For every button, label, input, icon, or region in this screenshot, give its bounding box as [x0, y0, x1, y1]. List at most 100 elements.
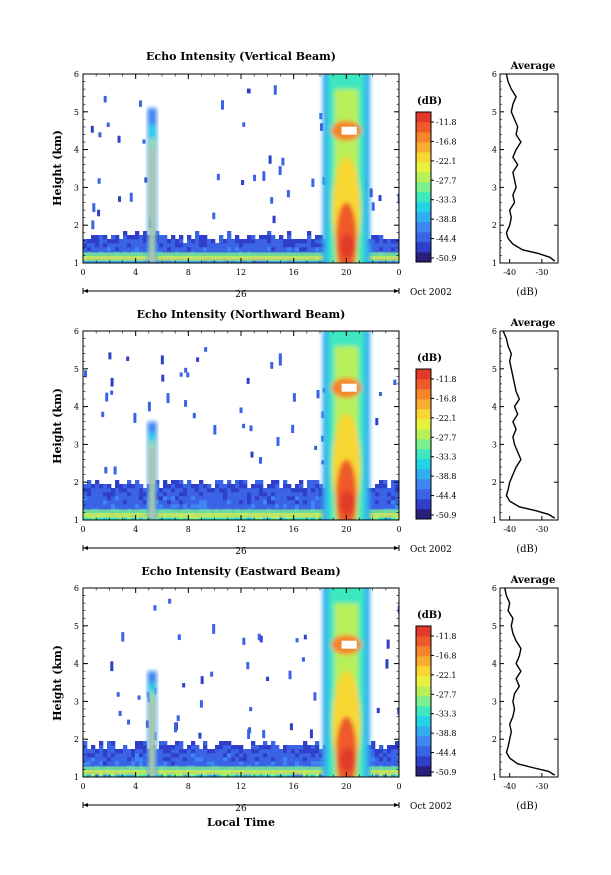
noise-speckle	[268, 155, 272, 164]
heatmap-cell	[195, 243, 200, 248]
heatmap-cell	[131, 496, 136, 501]
heatmap-cell	[259, 504, 264, 509]
heatmap-cell	[99, 500, 104, 505]
heatmap-cell	[87, 243, 92, 248]
heatmap-cell	[239, 757, 244, 762]
heatmap-cell	[303, 492, 308, 497]
heatmap-cell	[307, 243, 312, 248]
heatmap-cell	[91, 235, 96, 240]
heatmap-cell	[267, 773, 272, 777]
heatmap-cell	[235, 761, 240, 766]
heatmap-cell	[295, 749, 300, 754]
heatmap-cell	[235, 757, 240, 762]
heatmap-cell	[263, 745, 268, 750]
heatmap-cell	[179, 243, 184, 248]
heatmap-cell	[167, 749, 172, 754]
heatmap-cell	[119, 488, 124, 493]
profile-plot: Average (dB) 1 2 3 4 5 6 -40 -30	[492, 61, 559, 298]
heatmap-cell	[375, 516, 380, 520]
colorbar-unit-label: (dB)	[417, 353, 442, 364]
heatmap-cell	[183, 492, 188, 497]
heatmap-cell	[267, 247, 272, 252]
heatmap-cell	[187, 753, 192, 758]
x-tick-label: 12	[236, 268, 246, 277]
heatmap-cell	[139, 761, 144, 766]
heatmap-cell	[255, 488, 260, 493]
noise-speckle	[393, 379, 397, 386]
heatmap-cell	[83, 496, 88, 501]
heatmap-cell	[167, 773, 172, 777]
heatmap-cell	[191, 745, 196, 750]
heatmap-cell	[319, 500, 324, 505]
heatmap-cell	[251, 749, 256, 754]
heatmap-cell	[275, 480, 280, 485]
heatmap-cell	[247, 492, 252, 497]
profile-y-tick-label: 3	[492, 440, 497, 449]
heatmap-cell	[243, 492, 248, 497]
heatmap-cell	[251, 504, 256, 509]
heatmap-cell	[255, 753, 260, 758]
heatmap-cell	[183, 247, 188, 252]
heatmap-cell	[155, 761, 160, 766]
profile-x-tick-label: -30	[535, 525, 548, 534]
heatmap-cell	[251, 239, 256, 244]
heatmap-cell	[187, 516, 192, 520]
y-tick-label: 2	[74, 221, 79, 230]
heatmap-cell	[283, 243, 288, 248]
heatmap-cell	[291, 247, 296, 252]
heatmap-cell	[295, 500, 300, 505]
heatmap-cell	[107, 484, 112, 489]
heatmap-cell	[235, 488, 240, 493]
heatmap-cell	[271, 235, 276, 240]
colorbar-tick-label: -50.9	[436, 254, 457, 263]
heatmap-cell	[195, 500, 200, 505]
heatmap-cell	[83, 500, 88, 505]
heatmap-cell	[307, 773, 312, 777]
heatmap-cell	[395, 761, 399, 766]
heatmap-cell	[379, 516, 384, 520]
heatmap-cell	[191, 247, 196, 252]
heatmap-cell	[371, 761, 376, 766]
heatmap-cell	[183, 773, 188, 777]
heatmap-cell	[91, 259, 96, 263]
y-tick-label: 2	[74, 478, 79, 487]
heatmap-cell	[99, 516, 104, 520]
heatmap-cell	[119, 484, 124, 489]
heatmap-cell	[203, 243, 208, 248]
heatmap-cell	[195, 259, 200, 263]
heatmap-cell	[311, 484, 316, 489]
heatmap-cell	[175, 496, 180, 501]
heatmap-cell	[139, 235, 144, 240]
heatmap-cell	[299, 247, 304, 252]
panel-title: Echo Intensity (Northward Beam)	[137, 308, 346, 321]
heatmap-cell	[219, 480, 224, 485]
heatmap-cell	[123, 773, 128, 777]
heatmap-cell	[319, 247, 324, 252]
heatmap-cell	[251, 488, 256, 493]
noise-speckle	[309, 729, 313, 739]
heatmap-cell	[99, 259, 104, 263]
y-axis-label: Height (km)	[51, 388, 64, 464]
heatmap-cell	[235, 492, 240, 497]
x-axis-label: Local Time	[207, 816, 275, 829]
heatmap-cell	[247, 259, 252, 263]
colorbar-swatch	[416, 192, 431, 203]
heatmap-cell	[379, 745, 384, 750]
heatmap-cell	[83, 516, 88, 520]
colorbar-swatch	[416, 626, 431, 637]
noise-speckle	[97, 209, 101, 217]
heatmap-cell	[135, 773, 140, 777]
noise-speckle	[313, 692, 317, 701]
heatmap-cell	[131, 773, 136, 777]
heatmap-cell	[239, 492, 244, 497]
heatmap-cell	[235, 516, 240, 520]
heatmap-cell	[299, 504, 304, 509]
heatmap-cell	[255, 484, 260, 489]
heatmap-cell	[315, 235, 320, 240]
heatmap-cell	[91, 504, 96, 509]
heatmap-cell	[211, 516, 216, 520]
profile-xlabel: (dB)	[516, 544, 538, 555]
heatmap-cell	[191, 516, 196, 520]
heatmap-cell	[139, 504, 144, 509]
heatmap-cell	[243, 259, 248, 263]
